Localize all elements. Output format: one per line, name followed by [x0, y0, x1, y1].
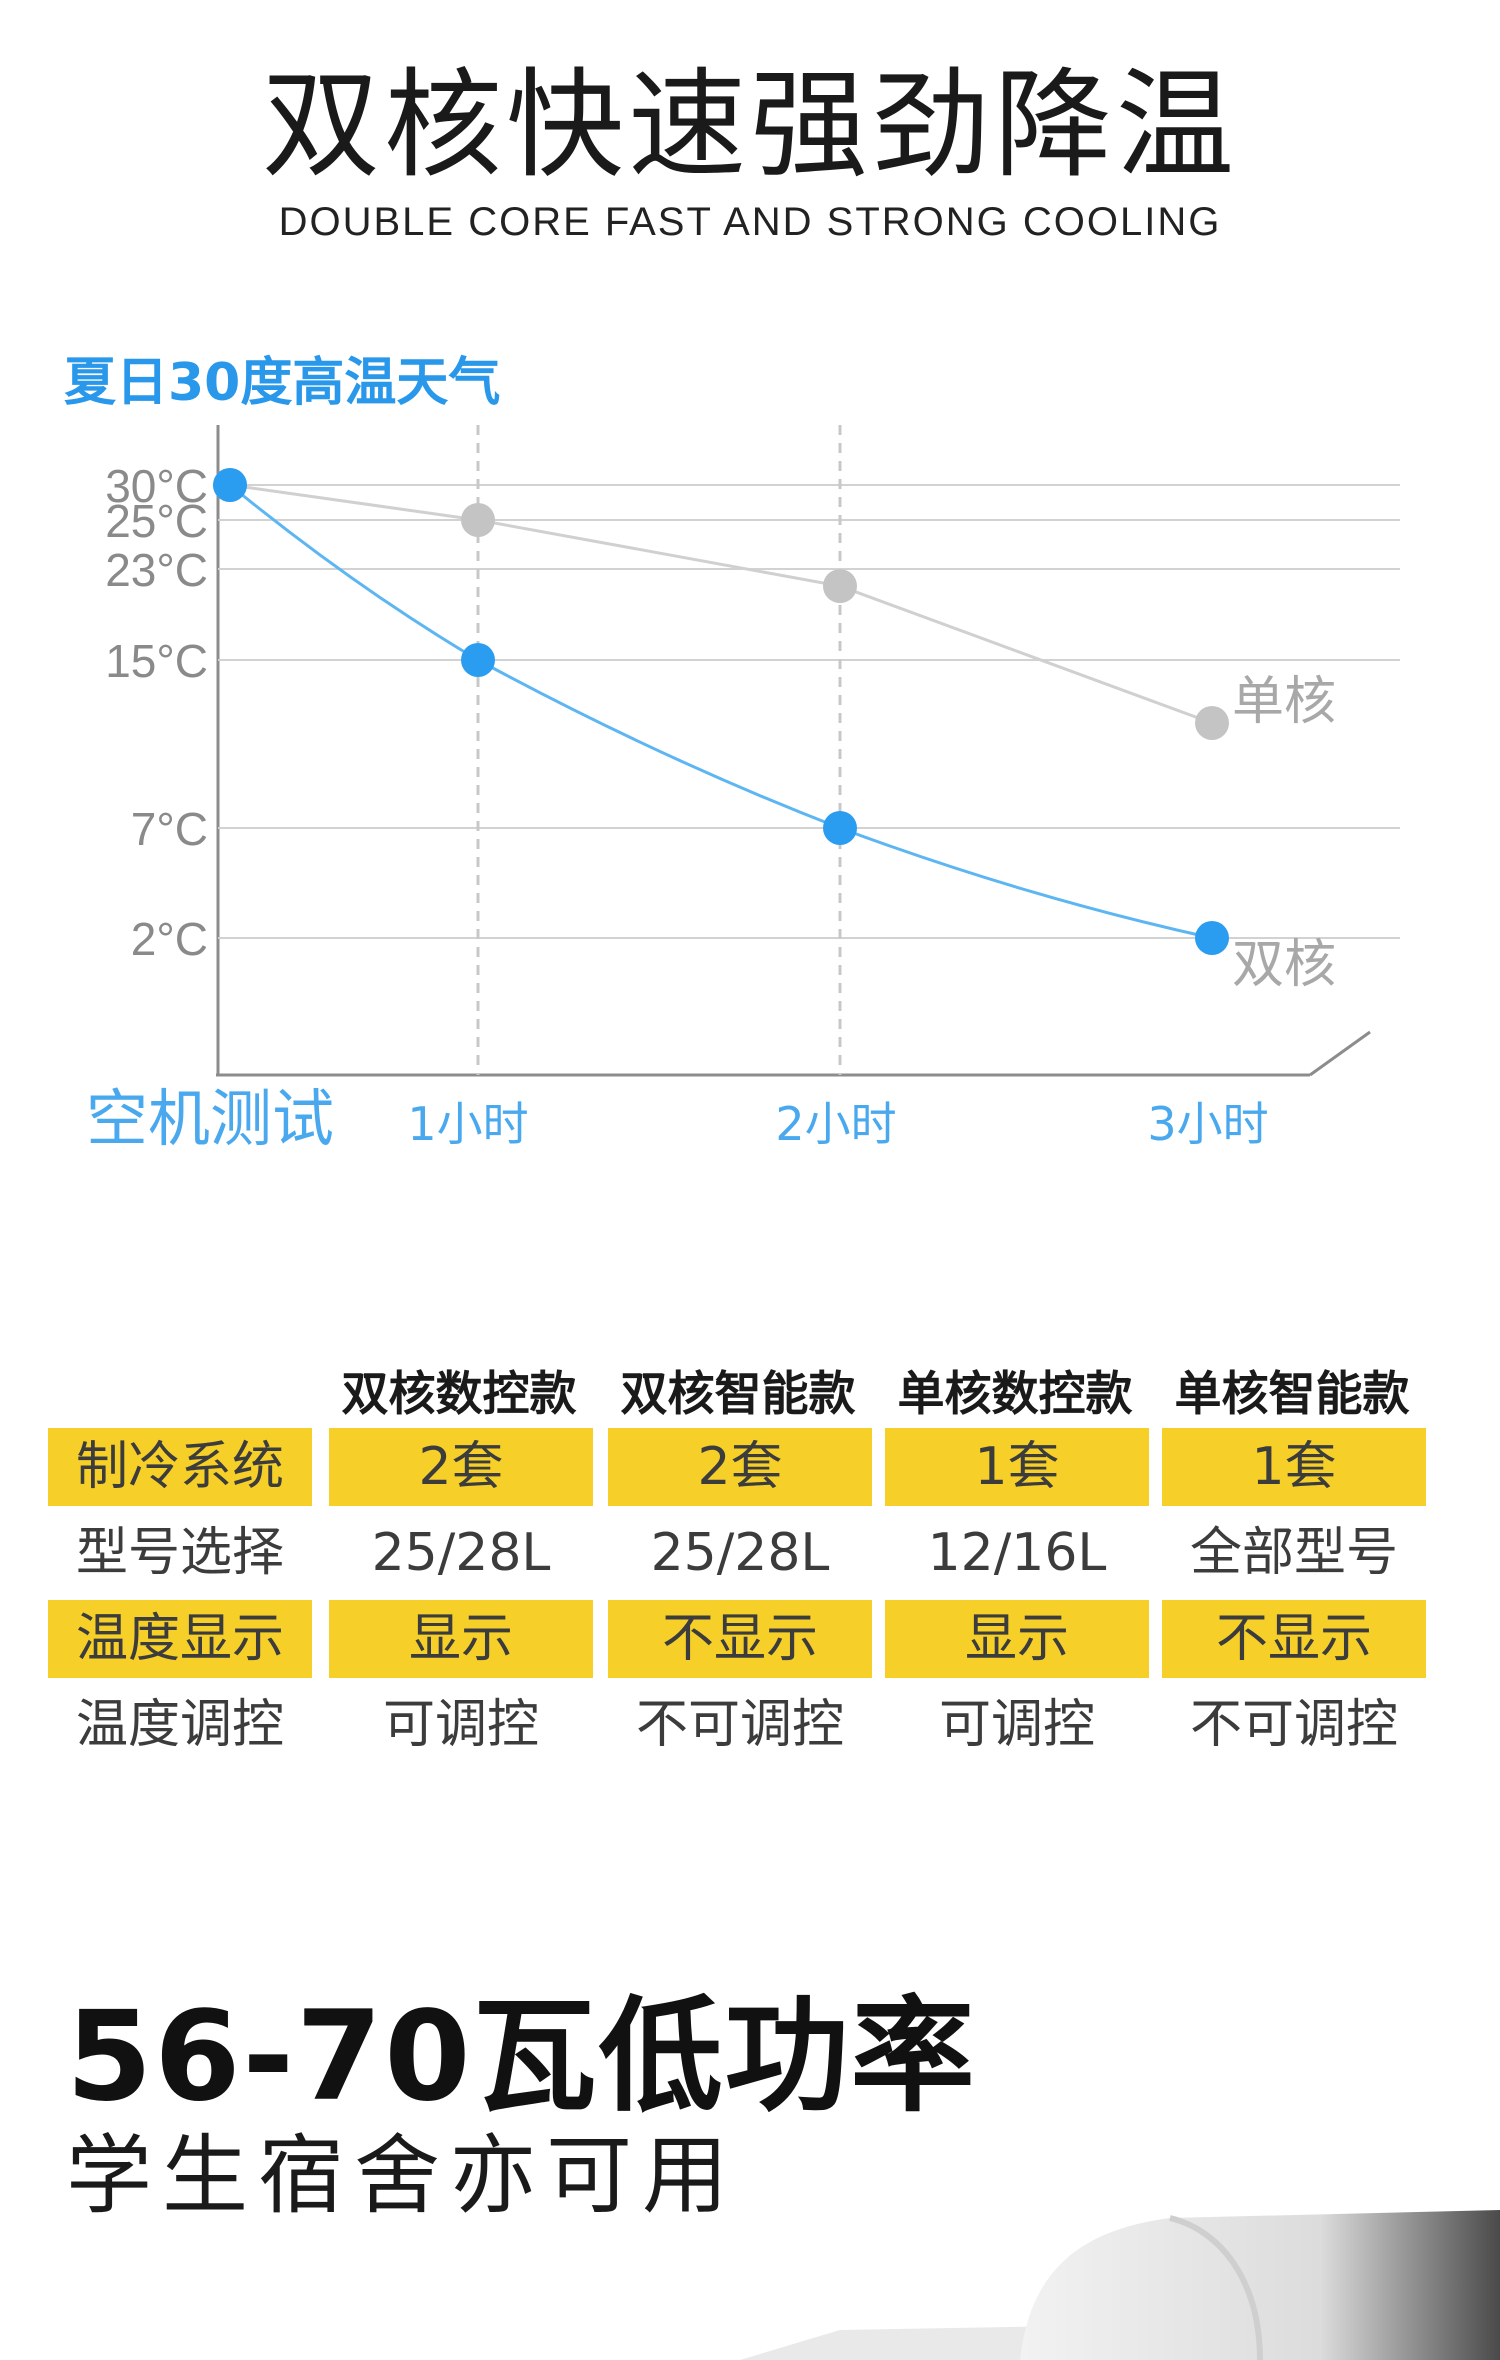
table-cell: 25/28L — [371, 1523, 551, 1583]
table-cell: 可调控 — [382, 1695, 539, 1755]
series-label: 单核 — [1232, 672, 1336, 732]
y-tick-label: 23°C — [105, 544, 208, 596]
series-line — [229, 483, 1213, 725]
x-tick-label: 1小时 — [407, 1097, 528, 1151]
table-cell: 不可调控 — [635, 1695, 844, 1755]
series-point — [1195, 921, 1229, 955]
product-image — [740, 2210, 1500, 2360]
table-header: 双核智能款 — [620, 1367, 856, 1422]
table-cell: 2套 — [329, 1428, 593, 1506]
y-tick-label: 30°C — [105, 460, 208, 512]
series-point — [823, 811, 857, 845]
y-tick-label: 25°C — [105, 495, 208, 547]
table-cell: 2套 — [608, 1428, 872, 1506]
table-cell: 1套 — [1162, 1428, 1426, 1506]
page-title: 双核快速强劲降温 — [261, 56, 1238, 194]
y-tick-label: 7°C — [131, 803, 208, 855]
series-label: 双核 — [1232, 935, 1336, 995]
table-cell: 1套 — [885, 1428, 1149, 1506]
row-label: 型号选择 — [75, 1523, 284, 1583]
table-header: 单核数控款 — [897, 1367, 1133, 1422]
table-header: 单核智能款 — [1174, 1367, 1410, 1422]
row-label: 温度显示 — [48, 1600, 312, 1678]
table-cell: 25/28L — [650, 1523, 830, 1583]
chart-caption: 夏日30度高温天气 — [64, 353, 501, 413]
y-tick-label: 15°C — [105, 635, 208, 687]
series-point — [823, 569, 857, 604]
x-tick-label: 空机测试 — [86, 1082, 334, 1155]
table-cell: 全部型号 — [1189, 1523, 1398, 1583]
x-tick-label: 3小时 — [1147, 1097, 1268, 1151]
power-title: 56-70瓦低功率 — [66, 1985, 977, 2129]
series-point — [213, 468, 247, 502]
table-cell: 不显示 — [608, 1600, 872, 1678]
table-cell: 不可调控 — [1189, 1695, 1398, 1755]
y-tick-label: 2°C — [131, 913, 208, 965]
power-subtitle: 学生宿舍亦可用 — [66, 2126, 738, 2226]
x-tick-label: 2小时 — [775, 1097, 896, 1151]
series-line — [229, 483, 1213, 940]
x-axis-arrow — [1309, 1030, 1371, 1077]
table-cell: 显示 — [329, 1600, 593, 1678]
series-point — [461, 503, 495, 537]
table-cell: 显示 — [885, 1600, 1149, 1678]
page-subtitle: DOUBLE CORE FAST AND STRONG COOLING — [278, 200, 1222, 244]
series-point — [461, 643, 495, 677]
table-cell: 可调控 — [938, 1695, 1095, 1755]
series-point — [1195, 706, 1229, 740]
row-label: 温度调控 — [75, 1695, 284, 1755]
table-cell: 12/16L — [927, 1523, 1107, 1583]
table-cell: 不显示 — [1162, 1600, 1426, 1678]
table-header: 双核数控款 — [341, 1367, 577, 1422]
row-label: 制冷系统 — [48, 1428, 312, 1506]
